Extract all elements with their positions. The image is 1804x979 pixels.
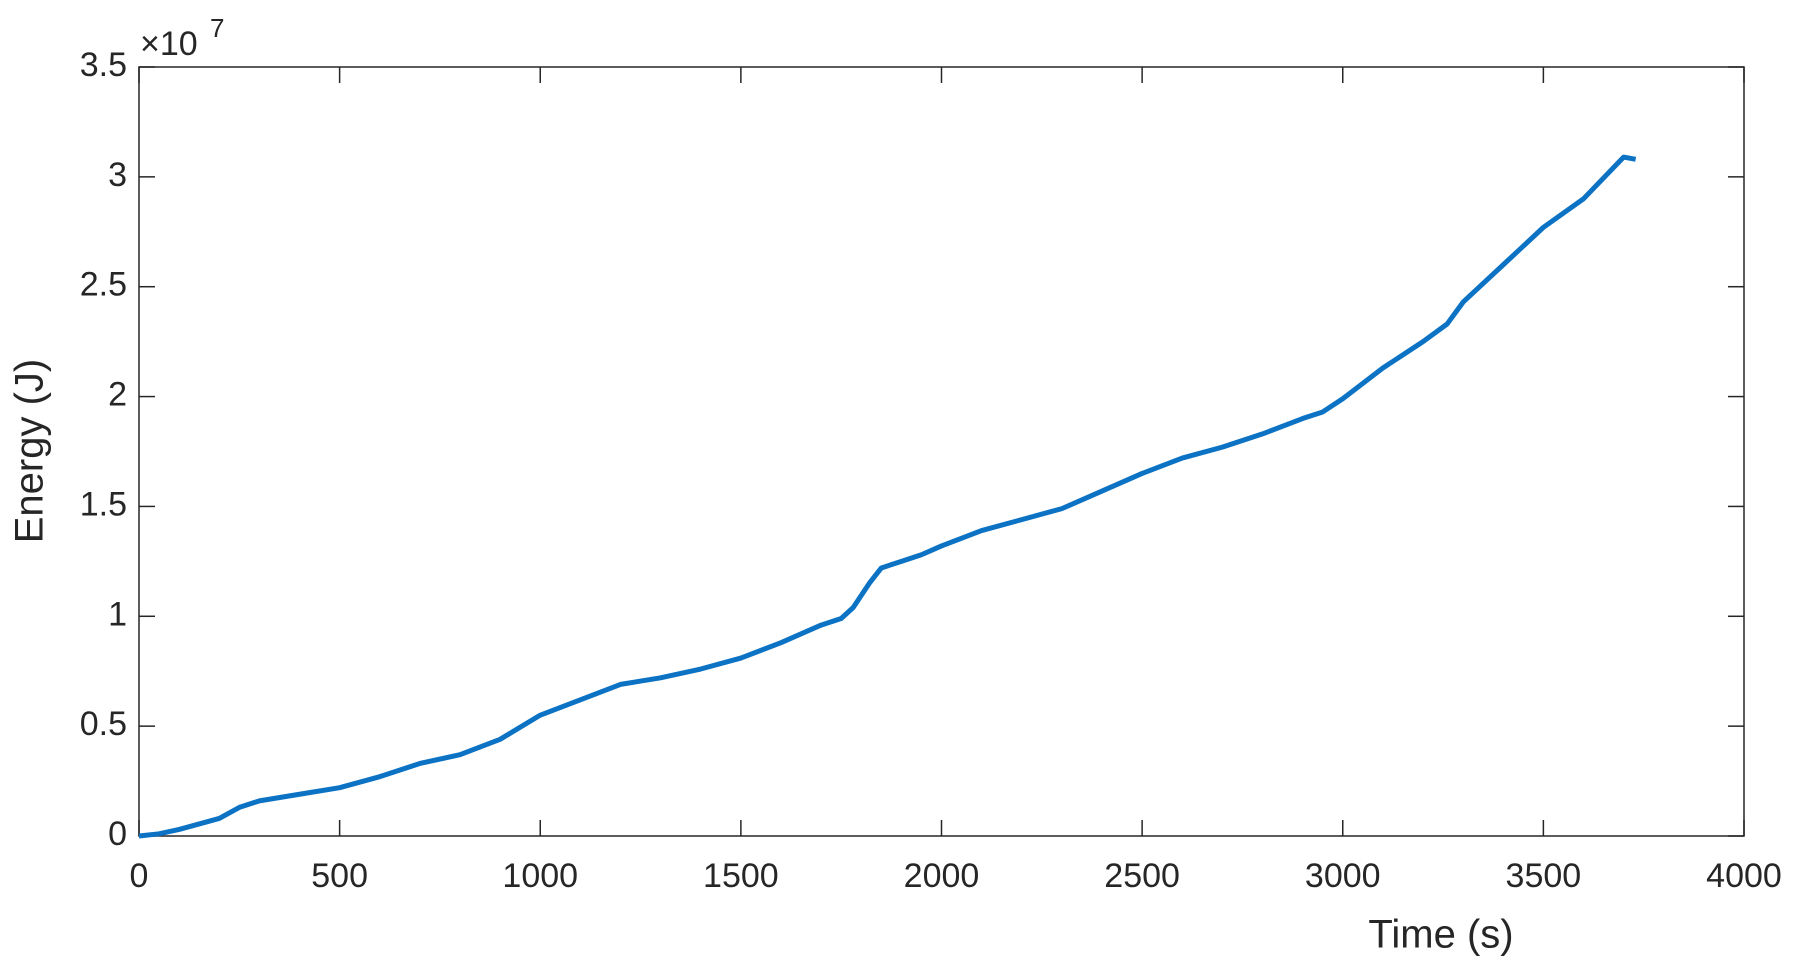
- y-exponent-base: ×10: [140, 25, 198, 63]
- x-axis-label: Time (s): [1368, 913, 1513, 957]
- y-exponent: 7: [210, 13, 224, 43]
- data-line: [138, 154, 1637, 839]
- y-tick-label: 1: [108, 595, 127, 633]
- x-tick-label: 0: [130, 857, 149, 895]
- x-tick-label: 2000: [904, 857, 980, 895]
- y-tick-label: 1.5: [80, 485, 127, 523]
- y-tick-label: 3.5: [80, 46, 127, 84]
- x-tick-label: 1500: [703, 857, 779, 895]
- y-tick-label: 0.5: [80, 705, 127, 743]
- y-tick-label: 0: [108, 815, 127, 853]
- x-tick-label: 1000: [502, 857, 578, 895]
- x-tick-label: 4000: [1706, 857, 1782, 895]
- y-tick-label: 2: [108, 376, 127, 414]
- x-tick-label: 3500: [1506, 857, 1582, 895]
- x-tick-label: 2500: [1104, 857, 1180, 895]
- y-tick-label: 2.5: [80, 266, 127, 304]
- y-tick-label: 3: [108, 156, 127, 194]
- plot-frame: [138, 66, 1745, 837]
- y-axis-label: Energy (J): [8, 359, 52, 544]
- x-tick-label: 500: [311, 857, 368, 895]
- x-tick-label: 3000: [1305, 857, 1381, 895]
